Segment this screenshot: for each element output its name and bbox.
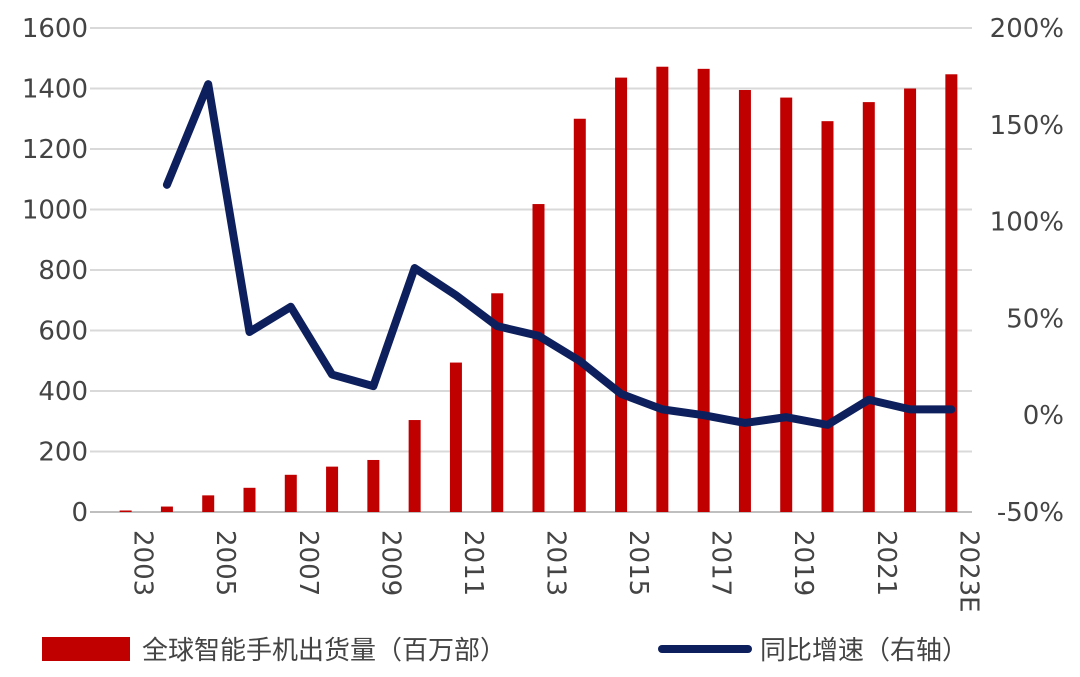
bar bbox=[656, 66, 669, 512]
line-point bbox=[743, 421, 746, 424]
line-point bbox=[496, 325, 499, 328]
x-tick-label: 2023E bbox=[953, 530, 983, 613]
bar bbox=[284, 474, 297, 512]
right-tick-label: 200% bbox=[990, 14, 1064, 44]
x-axis-ticks: 2003 2005 2007 2009 2011 2013 2015 2017 2019 2021… bbox=[128, 530, 984, 613]
line-point bbox=[248, 330, 251, 333]
bar bbox=[160, 506, 173, 512]
x-tick-label: 2021 bbox=[871, 530, 901, 596]
bar bbox=[573, 118, 586, 512]
bar bbox=[615, 77, 628, 513]
left-axis-ticks: 0 200 400 600 800 1000 1200 1400 1600 bbox=[22, 14, 88, 528]
left-tick-label: 1200 bbox=[22, 135, 88, 165]
line-series bbox=[162, 80, 956, 429]
x-tick-label: 2019 bbox=[788, 530, 818, 596]
right-tick-label: 0% bbox=[1023, 401, 1064, 431]
line-point bbox=[826, 423, 829, 426]
left-tick-label: 1400 bbox=[22, 75, 88, 105]
line-point bbox=[867, 398, 870, 401]
line-point bbox=[207, 83, 210, 86]
left-tick-label: 400 bbox=[38, 377, 88, 407]
left-tick-label: 0 bbox=[71, 498, 88, 528]
legend-bar-label: 全球智能手机出货量（百万部） bbox=[142, 636, 506, 666]
line-point bbox=[909, 408, 912, 411]
x-tick-label: 2015 bbox=[623, 530, 653, 596]
line-point bbox=[289, 305, 292, 308]
left-tick-label: 600 bbox=[38, 317, 88, 347]
bar bbox=[408, 420, 421, 512]
x-tick-label: 2009 bbox=[375, 530, 405, 596]
left-tick-label: 800 bbox=[38, 256, 88, 286]
bar bbox=[532, 204, 545, 512]
gridlines bbox=[90, 27, 972, 513]
right-tick-label: 150% bbox=[990, 111, 1064, 141]
left-tick-label: 200 bbox=[38, 438, 88, 468]
bar bbox=[449, 362, 462, 512]
line-point bbox=[661, 408, 664, 411]
line-point bbox=[537, 334, 540, 337]
line-point bbox=[454, 294, 457, 297]
x-tick-label: 2013 bbox=[541, 530, 571, 596]
left-tick-label: 1600 bbox=[22, 14, 88, 44]
right-tick-label: 100% bbox=[990, 208, 1064, 238]
bar bbox=[862, 102, 875, 513]
bar bbox=[738, 90, 751, 512]
line-point bbox=[372, 385, 375, 388]
legend-bar-swatch bbox=[42, 637, 130, 661]
bar bbox=[821, 121, 834, 513]
bar bbox=[780, 97, 793, 512]
bar bbox=[119, 510, 132, 512]
right-tick-label: -50% bbox=[997, 498, 1064, 528]
x-tick-label: 2005 bbox=[210, 530, 240, 596]
x-tick-label: 2011 bbox=[458, 530, 488, 596]
line-point bbox=[578, 359, 581, 362]
line-point bbox=[950, 408, 953, 411]
bar bbox=[945, 74, 958, 512]
line-point bbox=[331, 373, 334, 376]
x-tick-label: 2007 bbox=[293, 530, 323, 596]
bar bbox=[243, 487, 256, 512]
legend: 全球智能手机出货量（百万部） 同比增速（右轴） bbox=[42, 636, 968, 666]
growth-line bbox=[162, 80, 956, 429]
line-point bbox=[785, 416, 788, 419]
right-tick-label: 50% bbox=[1006, 304, 1064, 334]
line-point bbox=[702, 414, 705, 417]
line-point bbox=[413, 267, 416, 270]
x-tick-label: 2003 bbox=[128, 530, 158, 596]
bar bbox=[904, 88, 917, 512]
x-tick-label: 2017 bbox=[706, 530, 736, 596]
line-point bbox=[620, 392, 623, 395]
legend-line-label: 同比增速（右轴） bbox=[760, 636, 968, 666]
bar bbox=[326, 466, 339, 512]
bar bbox=[697, 68, 710, 513]
bar bbox=[491, 293, 504, 512]
left-tick-label: 1000 bbox=[22, 196, 88, 226]
bar bbox=[367, 459, 380, 512]
bar-series bbox=[119, 66, 958, 513]
right-axis-ticks: -50% 0% 50% 100% 150% 200% bbox=[990, 14, 1064, 528]
line-point bbox=[165, 183, 168, 186]
bar bbox=[202, 495, 215, 512]
